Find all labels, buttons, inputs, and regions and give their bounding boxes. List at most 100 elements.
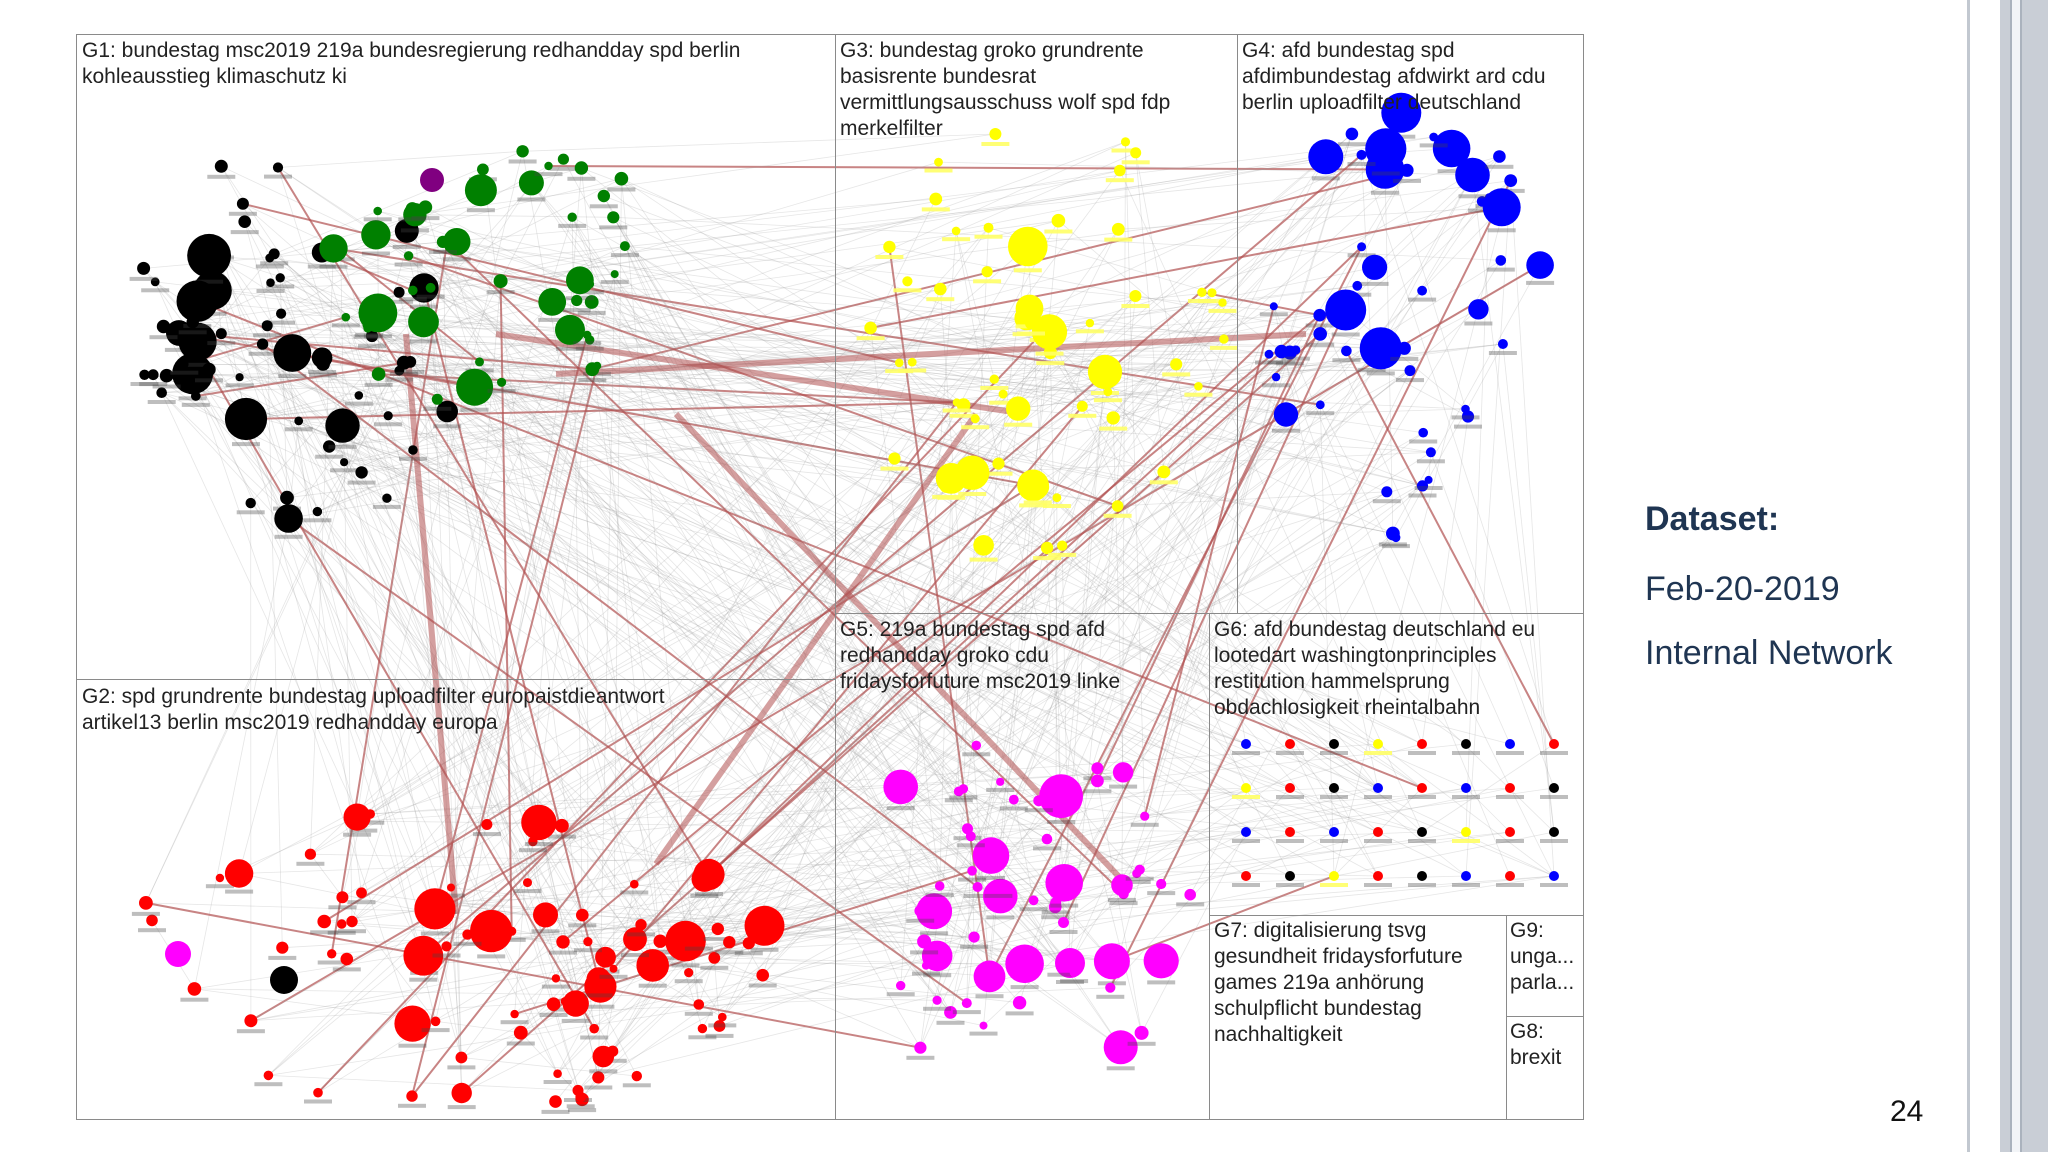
graph-node-label bbox=[921, 207, 950, 212]
graph-node bbox=[475, 357, 484, 367]
graph-node bbox=[970, 414, 980, 424]
graph-edge bbox=[624, 245, 938, 957]
graph-edge bbox=[280, 313, 362, 893]
graph-node bbox=[280, 490, 294, 505]
graph-node bbox=[186, 315, 199, 329]
graph-node-label bbox=[910, 950, 939, 955]
graph-node-label bbox=[284, 427, 313, 432]
graph-edge bbox=[342, 425, 1291, 877]
graph-node bbox=[544, 161, 553, 171]
graph-node bbox=[365, 329, 379, 343]
graph-node bbox=[1381, 92, 1422, 133]
graph-node-label bbox=[338, 929, 366, 934]
graph-node-label bbox=[1320, 839, 1348, 843]
graph-node bbox=[1329, 783, 1339, 793]
graph-node bbox=[555, 818, 569, 833]
graph-node-label bbox=[1056, 980, 1084, 984]
graph-node-label bbox=[328, 905, 357, 910]
graph-node bbox=[989, 128, 1002, 140]
graph-edge bbox=[370, 302, 1223, 815]
graph-edge bbox=[1121, 141, 1126, 886]
network-graph: G1: bundestag msc2019 219a bundesregieru… bbox=[76, 34, 1584, 1120]
graph-node-label bbox=[1259, 312, 1288, 317]
graph-node-label bbox=[508, 159, 537, 164]
graph-node-label bbox=[1099, 426, 1128, 431]
graph-node-label bbox=[1496, 751, 1524, 755]
graph-node bbox=[521, 804, 557, 841]
graph-node bbox=[304, 848, 316, 860]
graph-node-label bbox=[1209, 345, 1238, 350]
graph-edge bbox=[368, 324, 1335, 745]
graph-node bbox=[631, 1070, 642, 1082]
graph-edge bbox=[920, 391, 1109, 1048]
graph-edge bbox=[195, 178, 622, 397]
graph-node-label bbox=[385, 299, 414, 304]
graph-node-label bbox=[969, 1031, 998, 1036]
graph-edge bbox=[1024, 354, 1270, 964]
graph-edge bbox=[1037, 486, 1555, 877]
graph-edge bbox=[329, 352, 1290, 447]
graph-edge bbox=[1119, 170, 1423, 833]
graph-node bbox=[1391, 533, 1401, 543]
graph-node bbox=[932, 995, 942, 1005]
graph-node bbox=[1040, 541, 1054, 555]
graph-edge bbox=[208, 369, 1121, 1048]
graph-node bbox=[1028, 895, 1039, 906]
graph-node bbox=[336, 919, 347, 929]
graph-edge bbox=[569, 329, 951, 1013]
page-number: 24 bbox=[1890, 1095, 1924, 1128]
graph-node-label bbox=[1540, 795, 1568, 799]
graph-node bbox=[533, 902, 558, 928]
graph-node-label bbox=[1083, 789, 1112, 794]
graph-edge bbox=[363, 246, 1029, 822]
graph-node bbox=[914, 905, 926, 917]
graph-node bbox=[1461, 410, 1475, 423]
graph-node-label bbox=[1452, 751, 1480, 755]
graph-edge bbox=[963, 432, 1424, 790]
graph-node bbox=[992, 879, 1005, 892]
graph-edge bbox=[281, 313, 1411, 371]
graph-node bbox=[510, 1009, 519, 1019]
graph-edge bbox=[447, 241, 952, 479]
graph-node-label bbox=[228, 211, 257, 216]
graph-edge bbox=[1122, 537, 1397, 773]
graph-edge bbox=[250, 502, 563, 827]
graph-node-label bbox=[568, 923, 597, 928]
graph-edge bbox=[266, 325, 436, 1022]
graph-node bbox=[356, 887, 367, 899]
graph-node-label bbox=[327, 930, 356, 935]
graph-edge bbox=[967, 349, 1297, 829]
graph-edge bbox=[520, 1032, 581, 1098]
graph-edge bbox=[194, 518, 289, 989]
graph-node bbox=[1076, 400, 1088, 412]
graph-edge bbox=[1333, 787, 1379, 877]
graph-edge bbox=[1273, 306, 1511, 877]
graph-node-label bbox=[936, 1020, 965, 1025]
graph-node-label bbox=[500, 1020, 529, 1025]
graph-edge bbox=[698, 743, 1423, 941]
graph-node bbox=[1461, 404, 1470, 414]
graph-node-label bbox=[421, 1028, 450, 1033]
graph-node bbox=[575, 1091, 586, 1103]
graph-node bbox=[470, 909, 513, 953]
graph-edge bbox=[377, 312, 1467, 789]
graph-edge bbox=[634, 432, 1424, 885]
graph-node bbox=[864, 321, 877, 335]
graph-edge bbox=[1026, 148, 1386, 319]
graph-node-label bbox=[466, 208, 495, 213]
graph-node-label bbox=[977, 875, 1005, 880]
graph-node-label bbox=[607, 187, 636, 192]
graph-node bbox=[523, 878, 532, 888]
graph-node bbox=[272, 162, 284, 173]
graph-edge bbox=[586, 334, 589, 942]
graph-edge bbox=[1135, 152, 1165, 472]
graph-edge bbox=[368, 324, 715, 959]
graph-node-label bbox=[1122, 880, 1151, 884]
graph-edge bbox=[437, 398, 1335, 833]
graph-node bbox=[1103, 1030, 1138, 1065]
graph-node bbox=[1404, 365, 1416, 377]
graph-node-label bbox=[1408, 883, 1436, 887]
graph-node bbox=[1111, 500, 1124, 512]
graph-edge bbox=[870, 327, 941, 887]
graph-edge bbox=[277, 166, 710, 876]
